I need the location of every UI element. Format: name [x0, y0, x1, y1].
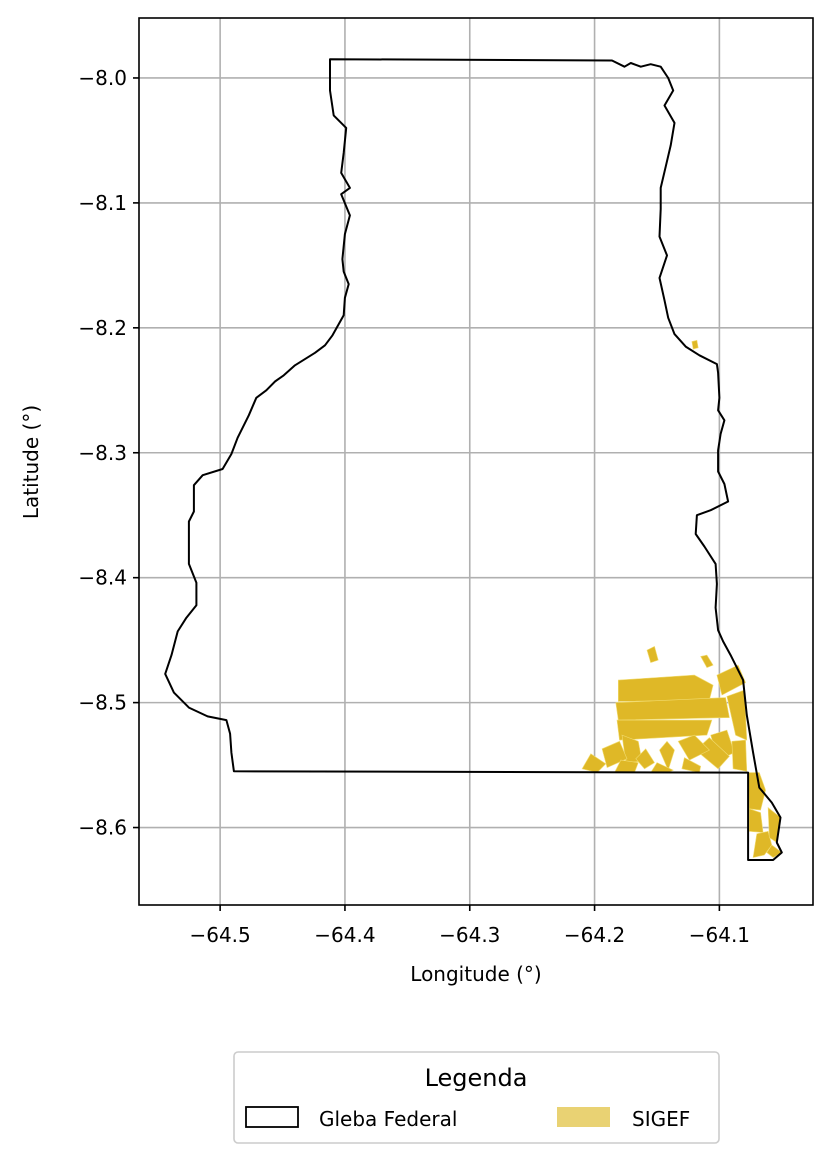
y-tick-label: −8.4 [78, 566, 127, 590]
sigef-parcel [752, 830, 773, 858]
x-tick-label: −64.3 [439, 923, 500, 947]
x-tick-label: −64.5 [189, 923, 250, 947]
sigef-parcel [635, 748, 655, 770]
y-axis-label: Latitude (°) [19, 405, 43, 519]
gleba-federal-outline [164, 58, 783, 861]
sigef-parcel [700, 654, 714, 668]
sigef-parcel [691, 339, 699, 350]
y-tick-label: −8.5 [78, 691, 127, 715]
x-tick-label: −64.4 [314, 923, 375, 947]
gleba-federal-layer [164, 58, 783, 861]
legend: Legenda Gleba Federal SIGEF [233, 1051, 720, 1144]
y-tick-label: −8.2 [78, 316, 127, 340]
sigef-parcel [615, 697, 730, 721]
x-tick-label: −64.2 [564, 923, 625, 947]
sigef-parcel [617, 674, 714, 702]
y-tick-label: −8.1 [78, 191, 127, 215]
axis-ticks: −64.5 −64.4 −64.3 −64.2 −64.1 −8.0 −8.1 −8.2 −8.… [78, 66, 750, 947]
x-tick-label: −64.1 [689, 923, 750, 947]
sigef-parcel [766, 844, 783, 858]
x-axis-label: Longitude (°) [410, 962, 541, 986]
legend-swatch-sigef [557, 1107, 610, 1127]
sigef-parcel [646, 645, 659, 663]
sigef-parcel [677, 734, 710, 761]
sigef-parcel [726, 689, 748, 741]
y-tick-label: −8.3 [78, 441, 127, 465]
legend-label-sigef: SIGEF [632, 1107, 690, 1131]
sigef-parcel [731, 739, 748, 772]
y-tick-label: −8.0 [78, 66, 127, 90]
legend-label-gleba-federal: Gleba Federal [319, 1107, 457, 1131]
sigef-parcels-layer [581, 339, 783, 858]
sigef-parcel [616, 719, 713, 741]
y-tick-label: −8.6 [78, 816, 127, 840]
legend-title: Legenda [425, 1064, 528, 1092]
legend-swatch-gleba-federal [245, 1106, 299, 1128]
axes-frame [138, 17, 814, 906]
